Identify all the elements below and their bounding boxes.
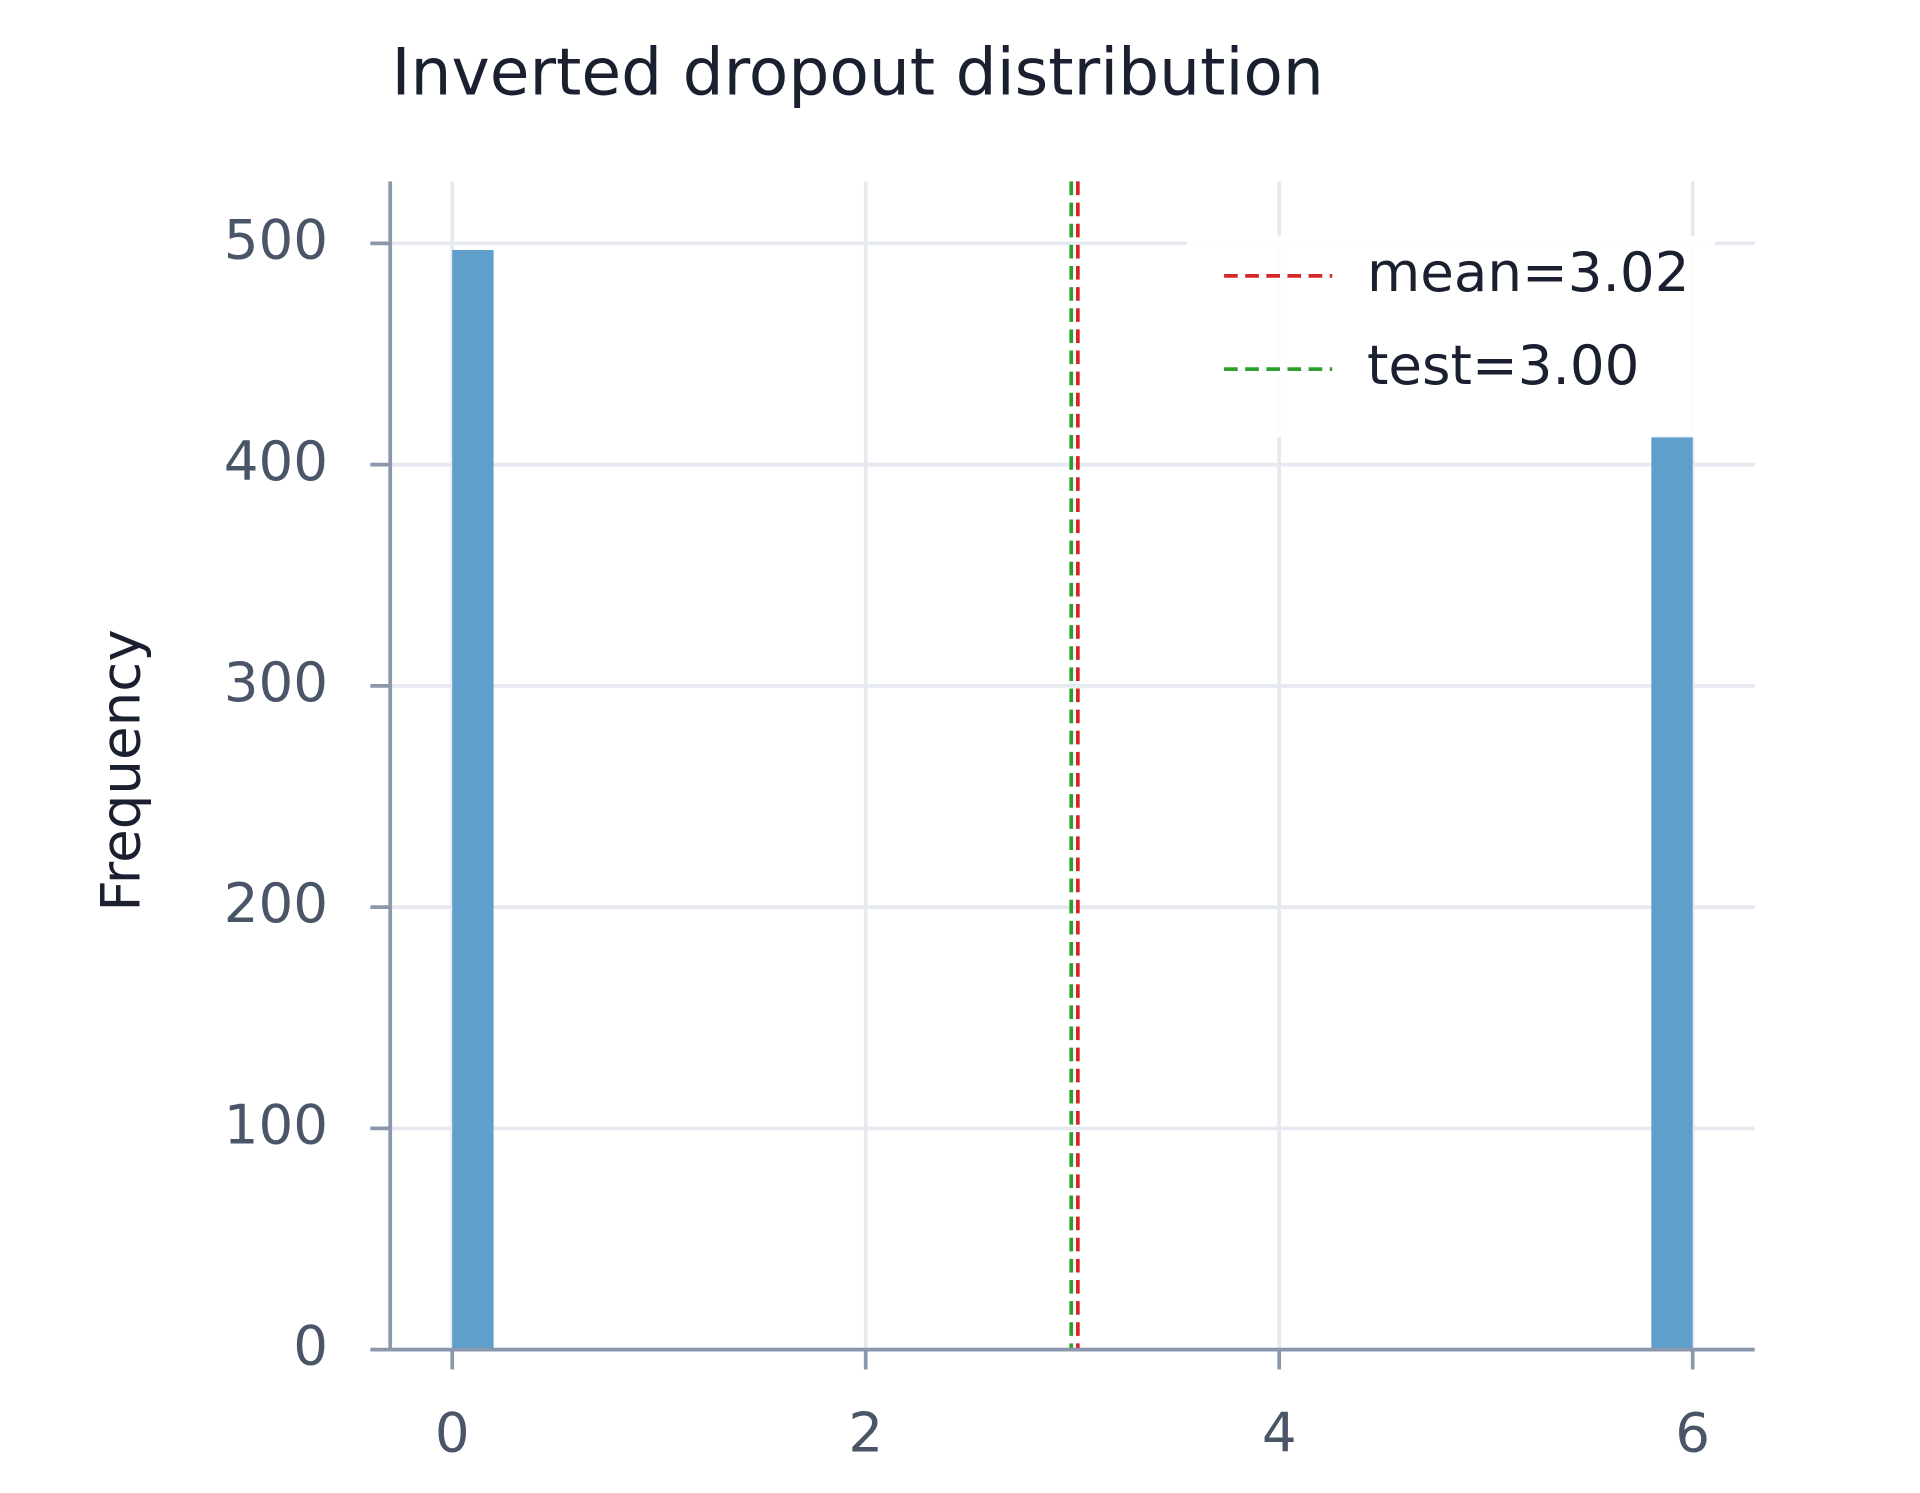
y-axis-label: Frequency xyxy=(88,629,152,911)
y-tick-label: 0 xyxy=(293,1314,328,1378)
legend-label: test=3.00 xyxy=(1367,333,1639,397)
y-tick-label: 200 xyxy=(224,871,328,935)
y-tick-label: 100 xyxy=(224,1092,328,1156)
y-tick-label: 300 xyxy=(224,650,328,714)
x-tick-label: 6 xyxy=(1675,1401,1710,1465)
bar xyxy=(452,250,494,1350)
bar xyxy=(1651,435,1693,1350)
y-tick-label: 500 xyxy=(224,208,328,272)
x-tick-label: 0 xyxy=(435,1401,470,1465)
x-tick-label: 2 xyxy=(848,1401,883,1465)
y-tick-label: 400 xyxy=(224,429,328,493)
chart-title: Inverted dropout distribution xyxy=(391,36,1323,111)
x-tick-label: 4 xyxy=(1262,1401,1297,1465)
legend-box xyxy=(1186,236,1715,438)
legend-label: mean=3.02 xyxy=(1367,240,1690,304)
